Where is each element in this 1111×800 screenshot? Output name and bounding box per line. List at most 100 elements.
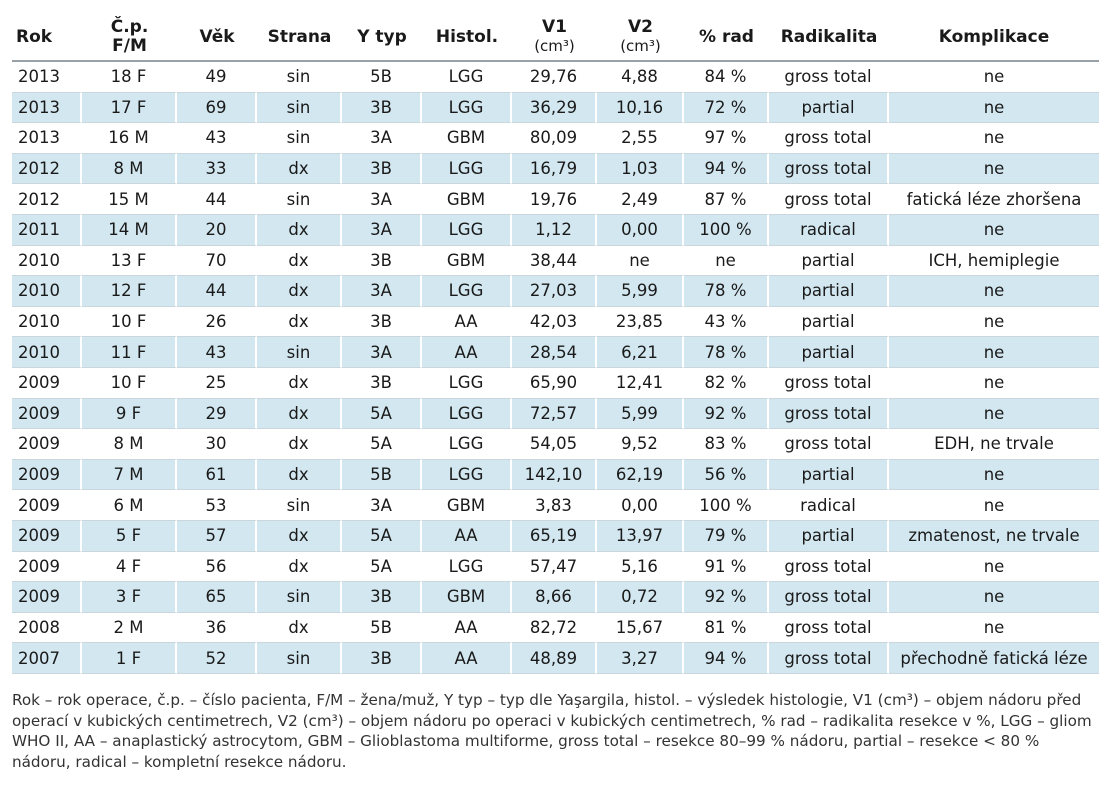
table-cell: dx xyxy=(257,398,342,430)
table-cell: partial xyxy=(769,276,889,307)
table-cell: 3B xyxy=(342,306,422,338)
table-cell: 13,97 xyxy=(597,520,684,552)
column-header-label: V1 xyxy=(542,17,567,37)
table-cell: AA xyxy=(422,612,512,644)
table-cell: dx xyxy=(257,612,342,644)
table-cell: partial xyxy=(769,306,889,338)
column-header-label: Y typ xyxy=(357,26,407,47)
table-cell: sin xyxy=(257,582,342,613)
table-cell: 5 F xyxy=(82,520,177,552)
table-cell: 5A xyxy=(342,429,422,460)
table-cell: 3B xyxy=(342,582,422,613)
table-row: 2007 1 F 52 sin 3B AA 48,89 3,27 94 % gross total… xyxy=(12,643,1099,674)
table-cell: dx xyxy=(257,276,342,307)
table-cell: partial xyxy=(769,337,889,368)
table-cell: GBM xyxy=(422,123,512,154)
table-cell: gross total xyxy=(769,429,889,460)
column-header: Komplikace xyxy=(889,14,1099,62)
table-cell: gross total xyxy=(769,153,889,185)
table-cell: ne xyxy=(684,245,769,277)
table-cell: ne xyxy=(889,398,1099,430)
table-cell: 61 xyxy=(177,459,257,491)
column-header-label: Rok xyxy=(16,26,53,47)
table-cell: 65,90 xyxy=(512,367,597,399)
table-cell: 3,83 xyxy=(512,490,597,521)
table-cell: GBM xyxy=(422,245,512,277)
column-header-sublabel: F/M xyxy=(112,36,147,56)
table-cell: ne xyxy=(889,612,1099,644)
table-cell: 54,05 xyxy=(512,429,597,460)
table-cell: gross total xyxy=(769,184,889,215)
table-cell: 0,00 xyxy=(597,490,684,521)
table-cell: ne xyxy=(889,459,1099,491)
table-cell: LGG xyxy=(422,398,512,430)
table-cell: 5B xyxy=(342,612,422,644)
table-cell: 52 xyxy=(177,643,257,674)
table-cell: 28,54 xyxy=(512,337,597,368)
table-cell: 79 % xyxy=(684,520,769,552)
column-header: Č.p. F/M xyxy=(82,14,177,62)
table-cell: gross total xyxy=(769,367,889,399)
table-cell: ne xyxy=(889,582,1099,613)
table-cell: 3A xyxy=(342,337,422,368)
table-cell: gross total xyxy=(769,551,889,583)
table-cell: ne xyxy=(889,490,1099,521)
table-cell: 5,99 xyxy=(597,276,684,307)
table-cell: 82,72 xyxy=(512,612,597,644)
table-cell: 0,72 xyxy=(597,582,684,613)
table-cell: 3B xyxy=(342,92,422,124)
table-cell: ne xyxy=(889,214,1099,246)
table-cell: partial xyxy=(769,245,889,277)
table-cell: LGG xyxy=(422,92,512,124)
table-cell: 94 % xyxy=(684,643,769,674)
table-cell: sin xyxy=(257,643,342,674)
table-cell: 12 F xyxy=(82,276,177,307)
table-cell: 42,03 xyxy=(512,306,597,338)
table-row: 2010 10 F 26 dx 3B AA 42,03 23,85 43 % partial ne xyxy=(12,306,1099,338)
table-cell: 2009 xyxy=(12,429,82,460)
table-cell: 3B xyxy=(342,153,422,185)
table-cell: 27,03 xyxy=(512,276,597,307)
table-cell: 6 M xyxy=(82,490,177,521)
table-cell: 5A xyxy=(342,398,422,430)
table-cell: 5B xyxy=(342,62,422,93)
table-header-row: Rok Č.p. F/M Věk Strana Y typ Histol. V1 (cm³) V2… xyxy=(12,14,1099,62)
table-cell: EDH, ne trvale xyxy=(889,429,1099,460)
table-row: 2011 14 M 20 dx 3A LGG 1,12 0,00 100 % radical ne xyxy=(12,214,1099,246)
table-cell: ne xyxy=(889,62,1099,93)
table-cell: 72,57 xyxy=(512,398,597,430)
table-cell: 25 xyxy=(177,367,257,399)
table-cell: fatická léze zhoršena xyxy=(889,184,1099,215)
table-cell: GBM xyxy=(422,184,512,215)
table-cell: dx xyxy=(257,306,342,338)
table-cell: AA xyxy=(422,337,512,368)
table-cell: 2009 xyxy=(12,398,82,430)
table-cell: 2012 xyxy=(12,184,82,215)
table-cell: 36 xyxy=(177,612,257,644)
table-cell: dx xyxy=(257,245,342,277)
table-cell: 1 F xyxy=(82,643,177,674)
table-cell: gross total xyxy=(769,612,889,644)
table-cell: partial xyxy=(769,520,889,552)
table-cell: 2011 xyxy=(12,214,82,246)
table-cell: 6,21 xyxy=(597,337,684,368)
table-row: 2009 4 F 56 dx 5A LGG 57,47 5,16 91 % gross total… xyxy=(12,551,1099,583)
column-header: Strana xyxy=(257,14,342,62)
table-cell: gross total xyxy=(769,123,889,154)
table-cell: 72 % xyxy=(684,92,769,124)
table-cell: partial xyxy=(769,459,889,491)
table-cell: 8 M xyxy=(82,153,177,185)
table-cell: dx xyxy=(257,214,342,246)
table-row: 2013 17 F 69 sin 3B LGG 36,29 10,16 72 % partial n… xyxy=(12,92,1099,124)
table-row: 2009 3 F 65 sin 3B GBM 8,66 0,72 92 % gross total… xyxy=(12,582,1099,613)
table-cell: LGG xyxy=(422,153,512,185)
column-header-label: % rad xyxy=(699,26,754,47)
table-cell: 2,49 xyxy=(597,184,684,215)
table-row: 2008 2 M 36 dx 5B AA 82,72 15,67 81 % gross total… xyxy=(12,612,1099,644)
table-cell: 2010 xyxy=(12,337,82,368)
table-footnote: Rok – rok operace, č.p. – číslo pacienta… xyxy=(12,691,1092,771)
table-cell: 56 xyxy=(177,551,257,583)
table-cell: 3,27 xyxy=(597,643,684,674)
table-row: 2009 9 F 29 dx 5A LGG 72,57 5,99 92 % gross total… xyxy=(12,398,1099,430)
table-row: 2010 12 F 44 dx 3A LGG 27,03 5,99 78 % partial ne xyxy=(12,276,1099,307)
